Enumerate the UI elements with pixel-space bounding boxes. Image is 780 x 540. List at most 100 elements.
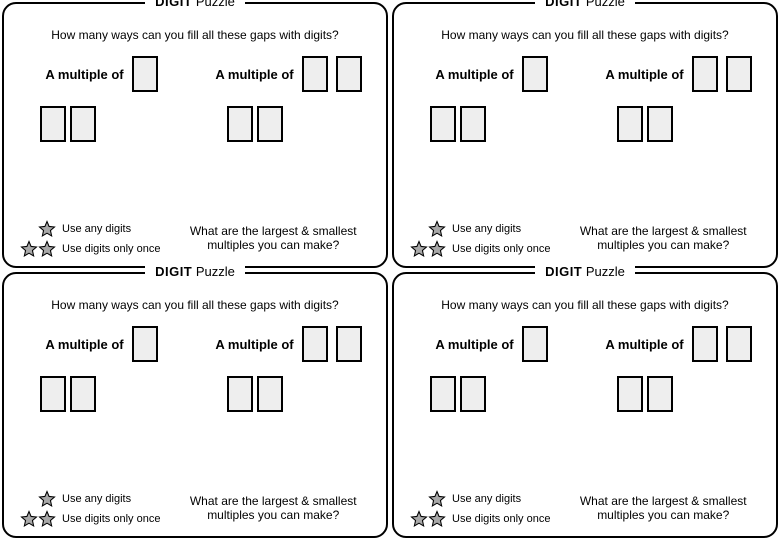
bottom-row: Use any digits Use digits only once What… [406,490,764,528]
puzzle-card: DIGIT Puzzle How many ways can you fill … [392,2,778,268]
legend-text-two: Use digits only once [452,513,550,525]
right-half: A multiple of [203,56,374,152]
legend-two-star: Use digits only once [16,510,160,528]
card-title: DIGIT Puzzle [535,0,635,9]
puzzle-card: DIGIT Puzzle How many ways can you fill … [2,2,388,268]
digit-box[interactable] [40,376,66,412]
digit-box[interactable] [70,376,96,412]
legend: Use any digits Use digits only once [406,220,550,258]
digit-box[interactable] [647,106,673,142]
digit-box[interactable] [336,326,362,362]
legend-one-star: Use any digits [16,490,160,508]
legend: Use any digits Use digits only once [16,490,160,528]
multiples-row: A multiple of A multiple of [406,326,764,422]
digit-box[interactable] [522,56,548,92]
digit-pair [40,106,96,142]
digit-box[interactable] [227,106,253,142]
legend-two-star: Use digits only once [406,510,550,528]
digit-box[interactable] [302,56,328,92]
digit-box[interactable] [257,376,283,412]
title-rest: Puzzle [586,0,625,9]
legend-two-star: Use digits only once [16,240,160,258]
card-title: DIGIT Puzzle [145,0,245,9]
bottom-row: Use any digits Use digits only once What… [16,220,374,258]
digit-box[interactable] [460,376,486,412]
star-icon [16,490,56,508]
multiple-label: A multiple of [605,67,683,82]
legend: Use any digits Use digits only once [406,490,550,528]
bottom-row: Use any digits Use digits only once What… [406,220,764,258]
digit-box[interactable] [430,376,456,412]
digit-box[interactable] [617,376,643,412]
left-half: A multiple of [16,326,187,422]
digit-box[interactable] [726,326,752,362]
sub-question: What are the largest & smallest multiple… [562,224,764,258]
legend-text-one: Use any digits [62,493,131,505]
multiple-line-left: A multiple of [45,326,157,362]
digit-box[interactable] [692,326,718,362]
title-rest: Puzzle [196,0,235,9]
legend-text-one: Use any digits [62,223,131,235]
digit-box[interactable] [227,376,253,412]
digit-pair [617,106,673,142]
multiple-label: A multiple of [45,67,123,82]
star-icon [406,510,446,528]
legend-text-one: Use any digits [452,223,521,235]
right-half: A multiple of [593,56,764,152]
multiple-label: A multiple of [215,337,293,352]
multiple-label: A multiple of [605,337,683,352]
multiple-label: A multiple of [435,337,513,352]
digit-box[interactable] [726,56,752,92]
digit-box[interactable] [617,106,643,142]
multiple-line-left: A multiple of [435,56,547,92]
sub-question: What are the largest & smallest multiple… [172,224,374,258]
multiples-row: A multiple of A multiple of [406,56,764,152]
left-half: A multiple of [406,326,577,422]
left-half: A multiple of [406,56,577,152]
bottom-row: Use any digits Use digits only once What… [16,490,374,528]
digit-box[interactable] [132,326,158,362]
title-bold: DIGIT [545,0,582,9]
digit-box[interactable] [257,106,283,142]
legend-text-two: Use digits only once [452,243,550,255]
digit-pair [430,106,486,142]
digit-box[interactable] [460,106,486,142]
left-half: A multiple of [16,56,187,152]
digit-box[interactable] [70,106,96,142]
legend-one-star: Use any digits [406,220,550,238]
multiple-line-right: A multiple of [215,56,361,92]
card-title-wrap: DIGIT Puzzle [394,0,776,11]
legend: Use any digits Use digits only once [16,220,160,258]
legend-text-one: Use any digits [452,493,521,505]
star-icon [16,220,56,238]
digit-box[interactable] [692,56,718,92]
digit-box[interactable] [40,106,66,142]
right-half: A multiple of [593,326,764,422]
digit-box[interactable] [336,56,362,92]
multiple-line-right: A multiple of [605,56,751,92]
star-icon [406,490,446,508]
multiple-label: A multiple of [215,67,293,82]
legend-one-star: Use any digits [16,220,160,238]
multiples-row: A multiple of A multiple of [16,56,374,152]
digit-box[interactable] [647,376,673,412]
digit-box[interactable] [522,326,548,362]
multiple-line-left: A multiple of [435,326,547,362]
digit-pair [227,106,283,142]
digit-pair [617,376,673,412]
right-half: A multiple of [203,326,374,422]
digit-pair [40,376,96,412]
main-question: How many ways can you fill all these gap… [16,28,374,42]
digit-box[interactable] [302,326,328,362]
sub-question: What are the largest & smallest multiple… [562,494,764,528]
main-question: How many ways can you fill all these gap… [406,298,764,312]
multiple-line-right: A multiple of [215,326,361,362]
star-icon [16,240,56,258]
star-icon [16,510,56,528]
card-title-wrap: DIGIT Puzzle [4,0,386,11]
multiple-line-right: A multiple of [605,326,751,362]
multiple-label: A multiple of [45,337,123,352]
digit-pair [227,376,283,412]
digit-box[interactable] [430,106,456,142]
digit-box[interactable] [132,56,158,92]
